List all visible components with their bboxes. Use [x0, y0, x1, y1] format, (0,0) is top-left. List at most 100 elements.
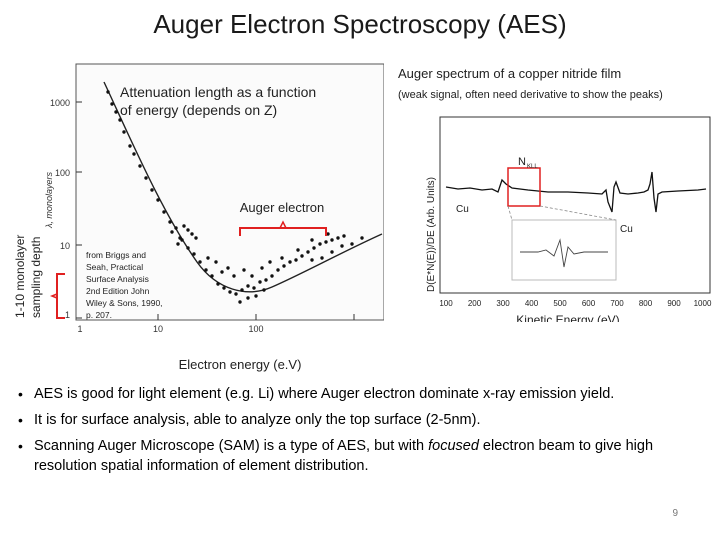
data-point — [318, 242, 322, 246]
data-point — [216, 282, 220, 286]
bullet-text: AES is good for light element (e.g. Li) … — [34, 386, 615, 402]
data-point — [294, 258, 298, 262]
attenuation-plot: 1000 100 10 1 1 10 100 λ, monolayers Aug… — [13, 63, 385, 372]
y-tick-100: 100 — [55, 168, 70, 178]
data-point — [132, 152, 136, 156]
data-point — [282, 264, 286, 268]
data-point — [156, 198, 160, 202]
data-points — [106, 90, 364, 304]
spectrum-x-tick: 300 — [496, 299, 510, 308]
zoom-trace — [520, 238, 608, 268]
data-point — [350, 242, 354, 246]
bullet-item: • AES is good for light element (e.g. Li… — [14, 384, 710, 404]
data-point — [128, 144, 132, 148]
sampling-depth-bracket — [56, 273, 65, 319]
source-line: p. 207. — [86, 310, 112, 320]
zoom-inset-frame — [511, 219, 617, 281]
bullet-text-emphasis: focused — [428, 438, 479, 454]
data-point — [162, 210, 166, 214]
spectrum-x-axis-label: Kinetic Energy (eV) — [516, 313, 619, 322]
data-point — [296, 248, 300, 252]
data-point — [268, 260, 272, 264]
data-point — [260, 266, 264, 270]
slide-title: Auger Electron Spectroscopy (AES) — [153, 9, 567, 39]
source-note: from Briggs and Seah, Practical Surface … — [86, 250, 163, 320]
auger-spectrum-plot: Auger spectrum of a copper nitride film … — [398, 66, 712, 327]
source-line: Surface Analysis — [86, 274, 149, 284]
x-tick-100: 100 — [248, 324, 263, 334]
plot-frame — [75, 63, 385, 321]
auger-bracket-tip — [279, 220, 287, 229]
source-line: from Briggs and — [86, 250, 146, 260]
universal-curve — [103, 81, 383, 293]
data-point — [310, 238, 314, 242]
sampling-depth-bracket-tip — [49, 293, 58, 299]
data-point — [186, 228, 190, 232]
spectrum-subtitle: (weak signal, often need derivative to s… — [398, 89, 663, 101]
bullet-list: • AES is good for light element (e.g. Li… — [14, 384, 710, 482]
data-point — [222, 286, 226, 290]
bullet-marker: • — [18, 438, 23, 454]
bullet-marker: • — [18, 412, 23, 428]
sampling-label-line2: sampling depth — [29, 237, 43, 318]
data-point — [330, 238, 334, 242]
data-point — [194, 236, 198, 240]
spectrum-title: Auger spectrum of a copper nitride film — [398, 66, 621, 81]
bullet-item: • Scanning Auger Microscope (SAM) is a t… — [14, 436, 710, 476]
spectrum-x-tick: 900 — [667, 299, 681, 308]
data-point — [300, 254, 304, 258]
data-point — [326, 232, 330, 236]
data-point — [168, 220, 172, 224]
data-point — [270, 274, 274, 278]
data-point — [192, 252, 196, 256]
data-point — [178, 236, 182, 240]
data-point — [246, 296, 250, 300]
attenuation-figure: 1000 100 10 1 1 10 100 λ, monolayers Aug… — [12, 62, 385, 372]
data-point — [252, 286, 256, 290]
auger-spectrum-figure: Auger spectrum of a copper nitride film … — [388, 62, 718, 327]
data-point — [214, 260, 218, 264]
spectrum-x-tick: 400 — [525, 299, 539, 308]
spectrum-x-tick: 600 — [582, 299, 596, 308]
spectrum-x-tick: 200 — [468, 299, 482, 308]
bullet-text-after: electron beam to give high resolution sp… — [34, 438, 654, 474]
data-point — [114, 110, 118, 114]
data-point — [250, 274, 254, 278]
data-point — [170, 230, 174, 234]
data-point — [190, 232, 194, 236]
data-point — [204, 268, 208, 272]
y-tick-10: 10 — [60, 241, 70, 251]
data-point — [150, 188, 154, 192]
data-point — [280, 256, 284, 260]
bullet-marker: • — [18, 386, 23, 402]
data-point — [174, 226, 178, 230]
data-point — [110, 102, 114, 106]
data-point — [262, 288, 266, 292]
data-point — [254, 294, 258, 298]
cu-high-peak-label: Cu — [620, 224, 633, 235]
data-point — [264, 278, 268, 282]
spectrum-x-tick: 800 — [639, 299, 653, 308]
data-point — [210, 274, 214, 278]
spectrum-x-ticks: 100 200 300 400 500 600 700 800 900 1000 — [439, 299, 712, 308]
data-point — [228, 290, 232, 294]
data-point — [138, 164, 142, 168]
nitrogen-peak-subscript: KLL — [527, 164, 538, 170]
y-tick-1000: 1000 — [50, 98, 70, 108]
data-point — [288, 260, 292, 264]
data-point — [320, 256, 324, 260]
data-point — [246, 284, 250, 288]
spectrum-x-tick: 100 — [439, 299, 453, 308]
data-point — [242, 268, 246, 272]
data-point — [234, 292, 238, 296]
spectrum-trace — [445, 171, 707, 213]
data-point — [258, 280, 262, 284]
data-point — [118, 118, 122, 122]
data-point — [330, 250, 334, 254]
auger-bracket — [239, 227, 327, 236]
data-point — [324, 240, 328, 244]
data-point — [306, 250, 310, 254]
spectrum-y-axis-label: D(E*N(E))/DE (Arb. Units) — [426, 177, 437, 292]
data-point — [340, 244, 344, 248]
data-point — [232, 274, 236, 278]
